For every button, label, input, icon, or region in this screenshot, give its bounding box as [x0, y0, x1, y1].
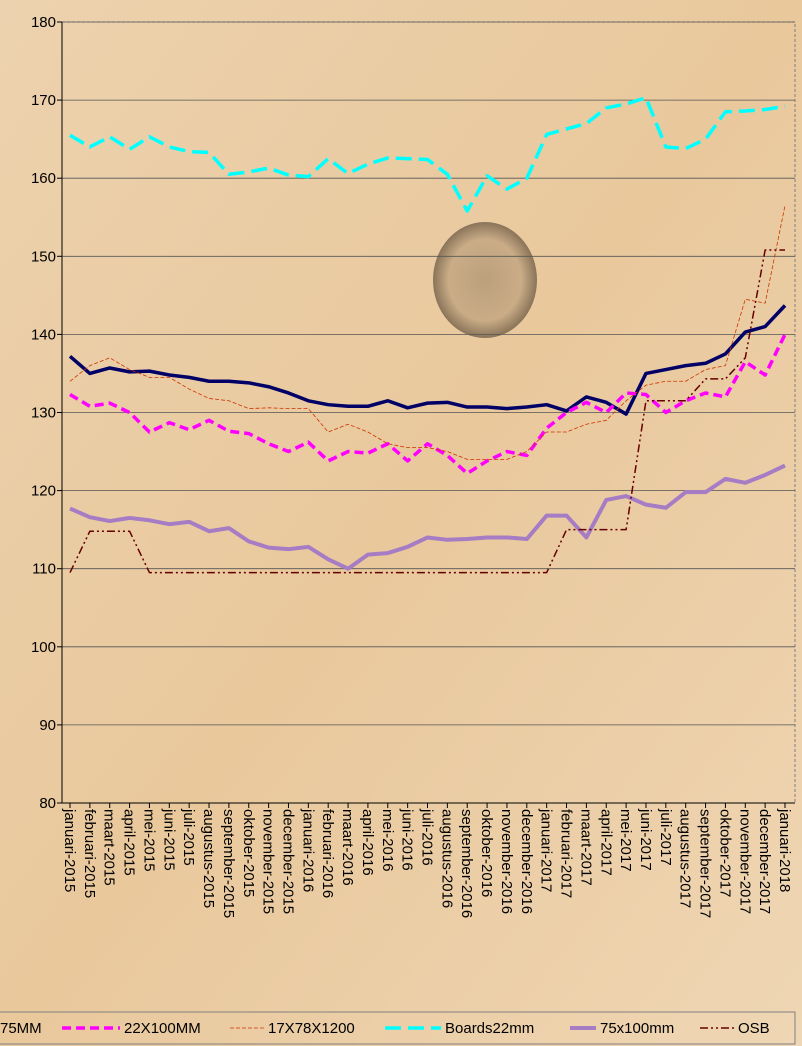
x-tick-label: april-2017 — [597, 809, 614, 876]
x-tick-label: september-2017 — [697, 809, 714, 918]
x-tick-label: juli-2016 — [419, 808, 436, 866]
y-tick-label: 90 — [39, 717, 56, 734]
x-tick-label: november-2017 — [736, 809, 753, 914]
x-tick-label: februari-2015 — [81, 809, 98, 898]
x-tick-label: juni-2016 — [399, 808, 416, 871]
x-tick-label: maart-2016 — [339, 809, 356, 886]
legend-label: 75x100mm — [600, 1020, 674, 1037]
y-tick-label: 110 — [32, 561, 56, 578]
legend-label: OSB — [738, 1020, 770, 1037]
x-tick-label: maart-2015 — [101, 809, 118, 886]
y-tick-label: 80 — [39, 795, 56, 812]
y-tick-label: 180 — [31, 14, 56, 31]
x-tick-label: oktober-2015 — [240, 809, 257, 897]
y-tick-label: 150 — [31, 248, 56, 265]
x-tick-label: juni-2017 — [637, 808, 654, 871]
x-tick-label: december-2015 — [279, 809, 296, 914]
legend-label: Boards22mm — [445, 1020, 534, 1037]
x-tick-label: januari-2015 — [61, 808, 78, 892]
x-tick-label: november-2016 — [498, 809, 515, 914]
wood-knot — [433, 222, 537, 338]
x-tick-label: augustus-2017 — [677, 809, 694, 908]
x-tick-label: januari-2018 — [776, 808, 793, 892]
y-tick-label: 100 — [31, 639, 56, 656]
y-tick-label: 140 — [31, 326, 56, 343]
x-tick-label: mei-2015 — [140, 809, 157, 872]
x-tick-label: september-2015 — [220, 809, 237, 918]
x-tick-label: februari-2017 — [558, 809, 575, 898]
x-tick-label: september-2016 — [458, 809, 475, 918]
x-tick-label: juni-2015 — [160, 808, 177, 871]
y-tick-label: 120 — [31, 483, 56, 500]
x-tick-label: december-2016 — [518, 809, 535, 914]
y-tick-label: 170 — [31, 92, 56, 109]
legend-label: 75MM — [0, 1020, 42, 1037]
x-tick-label: april-2015 — [121, 809, 138, 876]
x-tick-label: maart-2017 — [577, 809, 594, 886]
chart: 80 90 100 110 120 130 140 150 160 170 180 januari-2… — [0, 0, 802, 1046]
x-tick-label: augustus-2016 — [438, 809, 455, 908]
x-tick-label: februari-2016 — [319, 809, 336, 898]
x-tick-label: april-2016 — [359, 809, 376, 876]
x-tick-label: mei-2017 — [617, 809, 634, 872]
y-tick-label: 130 — [31, 405, 56, 422]
x-tick-label: januari-2017 — [538, 808, 555, 892]
x-tick-label: november-2015 — [260, 809, 277, 914]
x-tick-label: december-2017 — [756, 809, 773, 914]
x-tick-label: augustus-2015 — [200, 809, 217, 908]
x-tick-label: januari-2016 — [299, 808, 316, 892]
x-tick-label: juli-2017 — [657, 808, 674, 866]
x-tick-label: juli-2015 — [180, 808, 197, 866]
legend-label: 22X100MM — [124, 1020, 201, 1037]
x-tick-label: oktober-2016 — [478, 809, 495, 897]
x-tick-label: oktober-2017 — [716, 809, 733, 897]
x-tick-label: mei-2016 — [379, 809, 396, 872]
y-tick-label: 160 — [31, 170, 56, 187]
legend-label: 17X78X1200 — [268, 1020, 355, 1037]
